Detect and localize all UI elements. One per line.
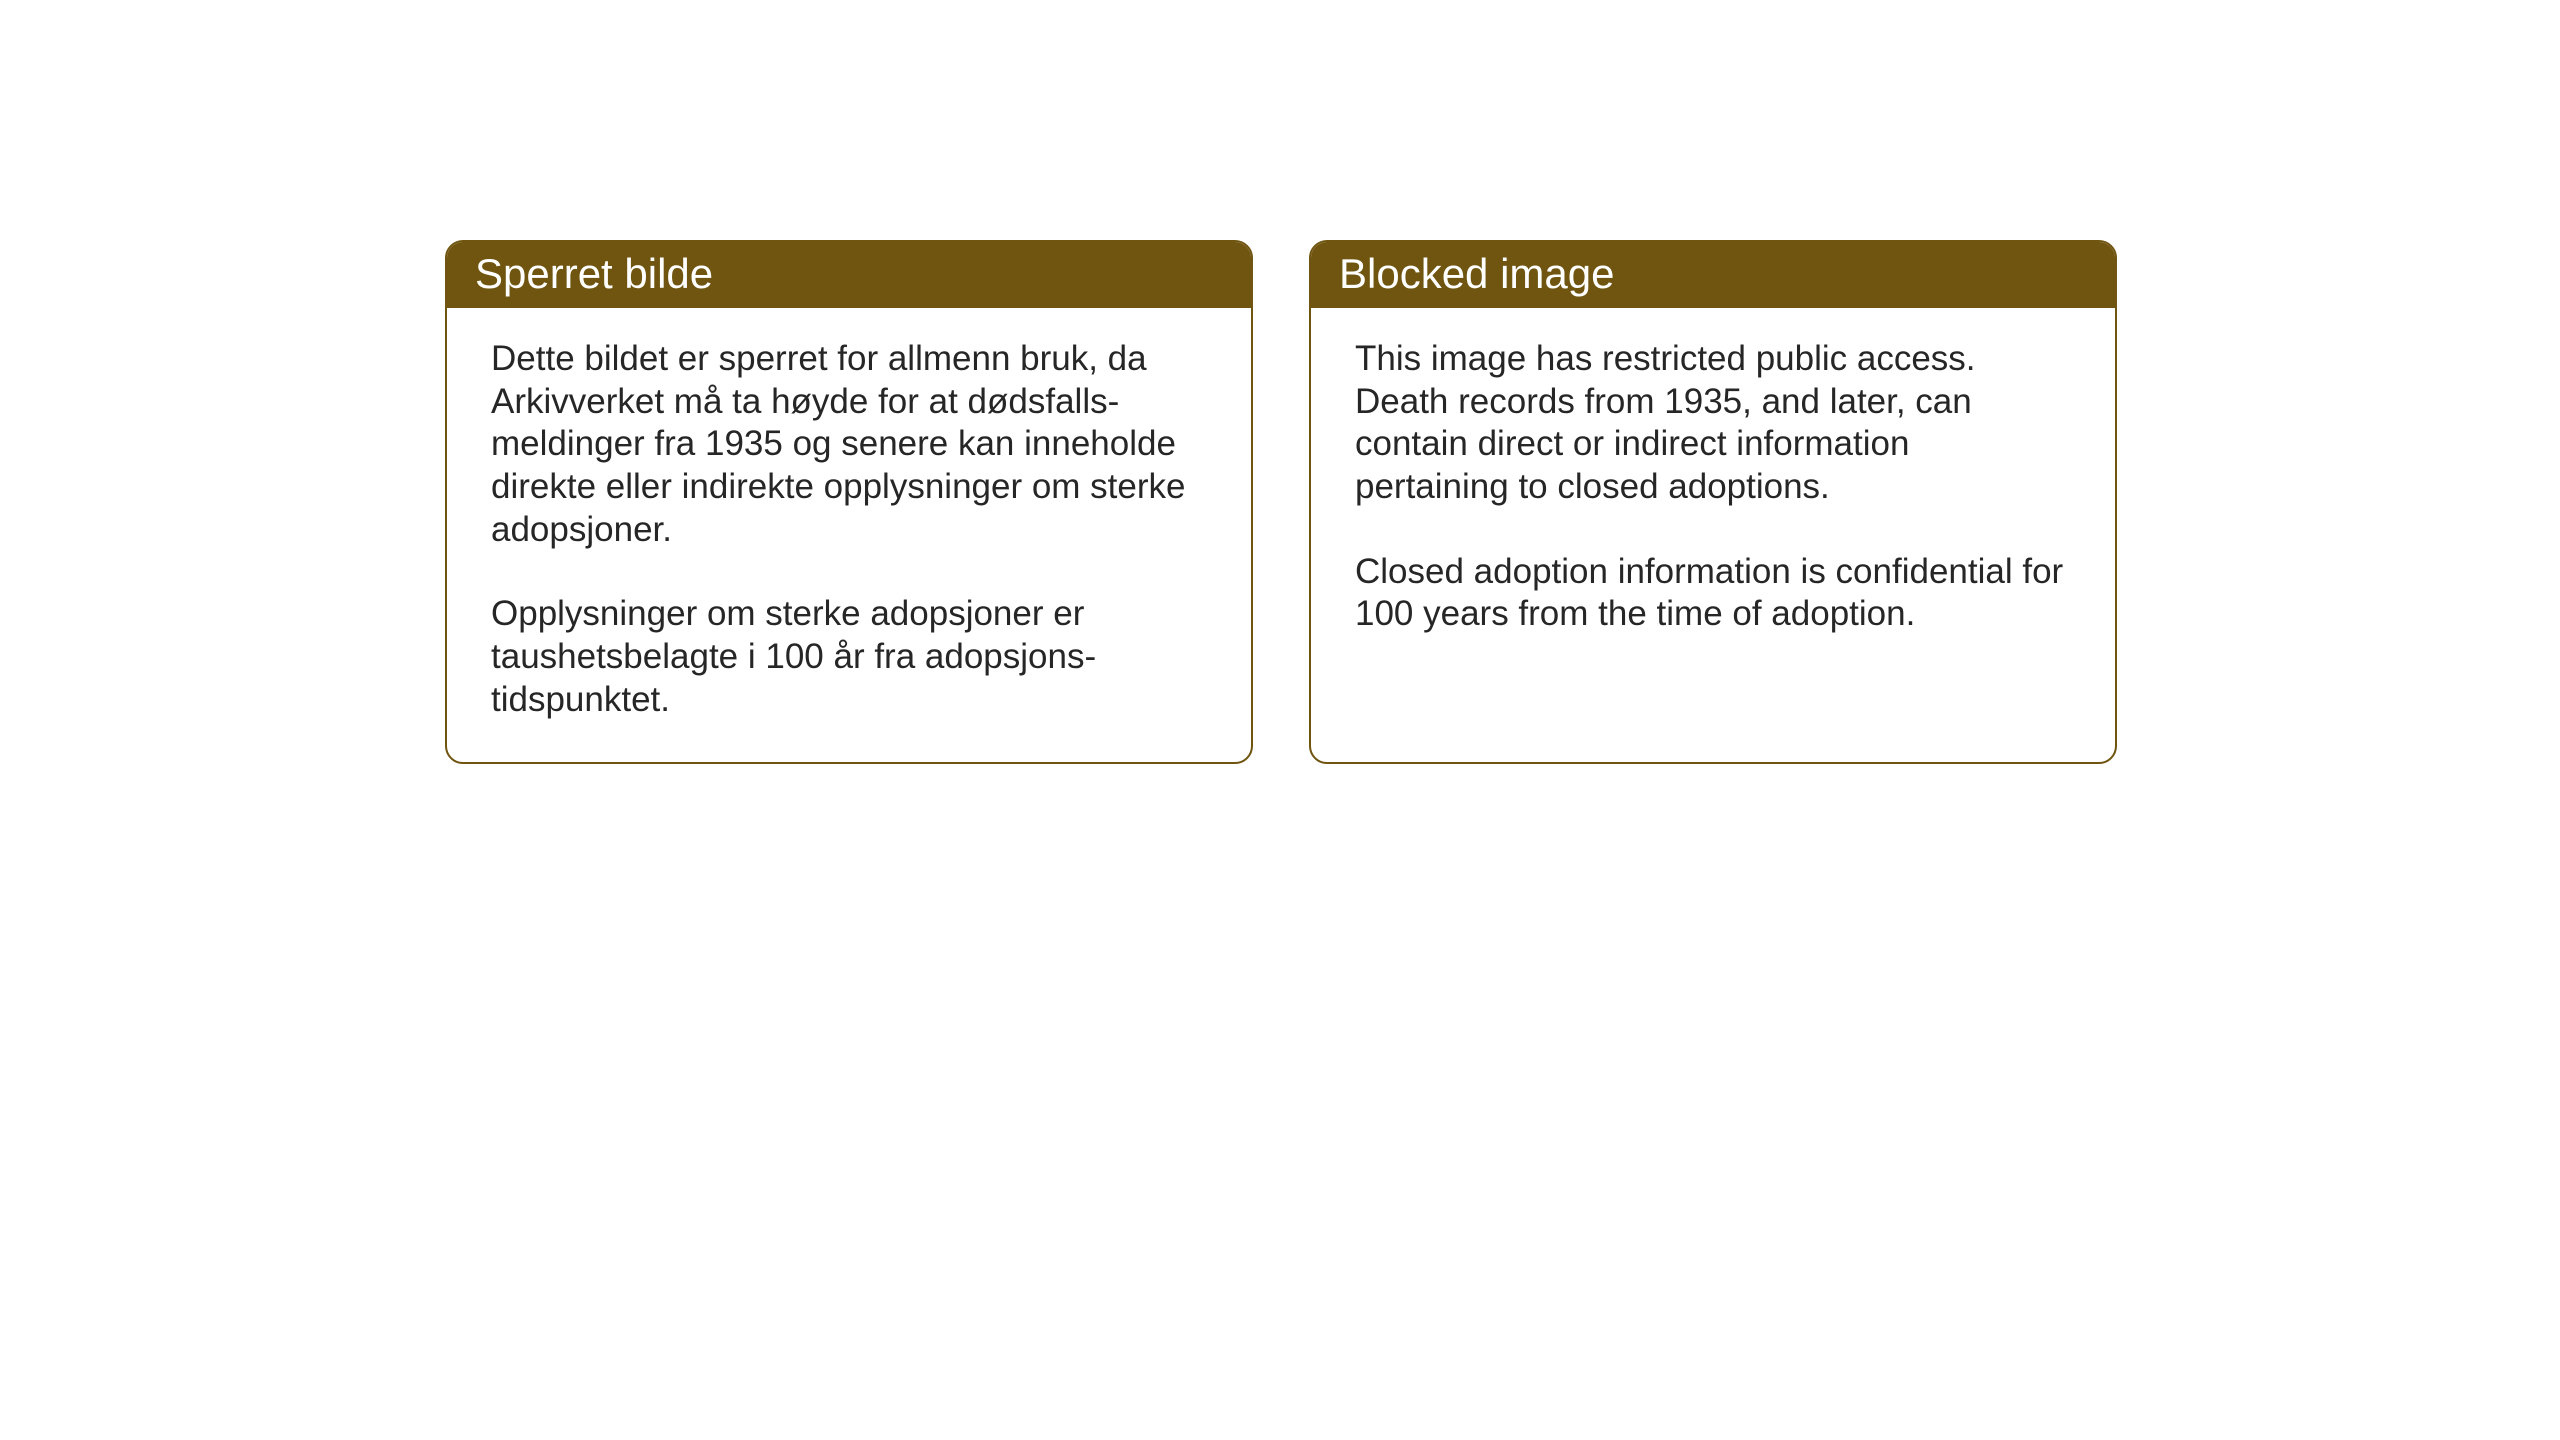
norwegian-card-body: Dette bildet er sperret for allmenn bruk… (447, 308, 1251, 762)
english-para-1: This image has restricted public access.… (1355, 338, 2071, 509)
norwegian-card-header: Sperret bilde (447, 242, 1251, 308)
norwegian-para-2: Opplysninger om sterke adopsjoner er tau… (491, 593, 1207, 721)
english-para-2: Closed adoption information is confident… (1355, 551, 2071, 636)
english-card: Blocked image This image has restricted … (1309, 240, 2117, 764)
norwegian-card: Sperret bilde Dette bildet er sperret fo… (445, 240, 1253, 764)
english-card-header: Blocked image (1311, 242, 2115, 308)
english-card-body: This image has restricted public access.… (1311, 308, 2115, 676)
norwegian-para-1: Dette bildet er sperret for allmenn bruk… (491, 338, 1207, 551)
cards-container: Sperret bilde Dette bildet er sperret fo… (445, 240, 2117, 764)
english-card-title: Blocked image (1339, 250, 1614, 297)
norwegian-card-title: Sperret bilde (475, 250, 713, 297)
